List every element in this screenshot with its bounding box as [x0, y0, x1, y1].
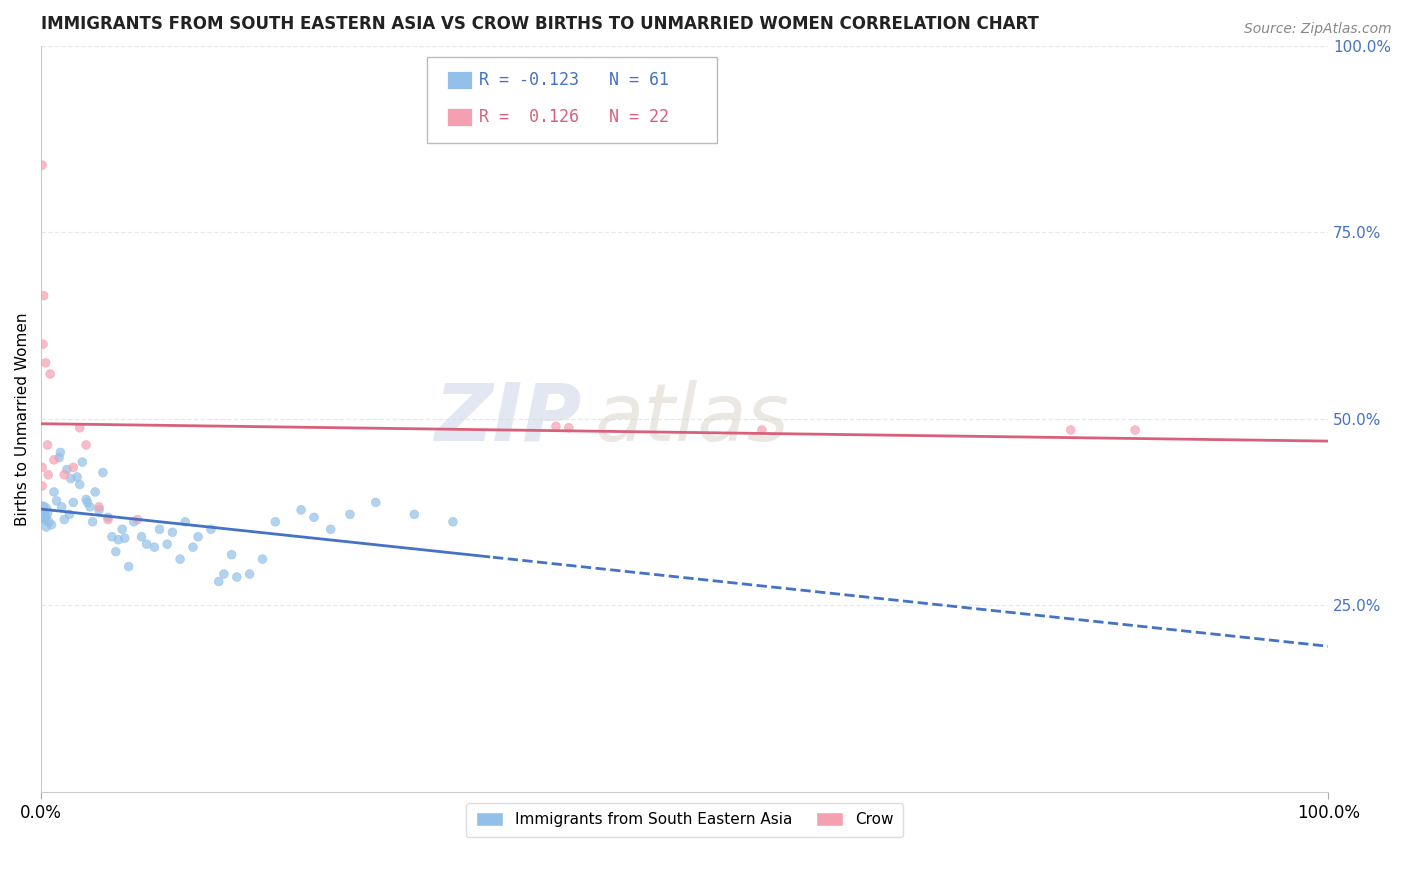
Point: [302, 510, 325, 524]
Point: [122, 515, 145, 529]
Point: [290, 503, 312, 517]
Point: [39, 367, 62, 381]
Point: [53, 467, 76, 482]
Point: [87, 500, 110, 514]
Point: [558, 421, 581, 435]
Point: [212, 567, 235, 582]
Point: [32, 500, 55, 514]
Point: [62, 495, 84, 509]
Text: atlas: atlas: [595, 380, 789, 458]
Point: [107, 533, 129, 547]
Point: [37, 467, 59, 482]
Text: R = -0.123   N = 61: R = -0.123 N = 61: [478, 71, 669, 89]
Point: [48, 450, 70, 465]
Point: [101, 530, 124, 544]
Point: [38, 515, 60, 529]
Point: [75, 438, 97, 452]
Point: [148, 522, 170, 536]
Point: [66, 470, 89, 484]
Point: [208, 574, 231, 589]
Point: [1123, 423, 1146, 437]
Point: [239, 567, 262, 582]
Point: [127, 512, 149, 526]
Point: [51, 500, 73, 514]
Point: [404, 508, 426, 522]
Legend: Immigrants from South Eastern Asia, Crow: Immigrants from South Eastern Asia, Crow: [467, 803, 903, 837]
Bar: [447, 71, 472, 89]
Point: [69, 477, 91, 491]
Point: [31, 479, 53, 493]
Point: [225, 570, 247, 584]
Point: [31, 508, 53, 523]
Text: ZIP: ZIP: [434, 380, 582, 458]
Point: [76, 495, 98, 509]
Point: [143, 540, 166, 554]
Point: [131, 530, 153, 544]
Point: [59, 471, 82, 485]
Point: [187, 530, 209, 544]
Point: [339, 508, 361, 522]
Point: [31, 158, 53, 172]
Point: [181, 540, 204, 554]
Point: [162, 525, 184, 540]
Point: [97, 510, 120, 524]
Point: [32, 288, 55, 302]
Point: [62, 460, 84, 475]
Point: [34, 356, 56, 370]
Text: IMMIGRANTS FROM SOUTH EASTERN ASIA VS CROW BIRTHS TO UNMARRIED WOMEN CORRELATION: IMMIGRANTS FROM SOUTH EASTERN ASIA VS CR…: [41, 15, 1039, 33]
Point: [41, 517, 63, 532]
Point: [42, 453, 65, 467]
Point: [97, 512, 120, 526]
Point: [34, 512, 56, 526]
Point: [37, 438, 59, 452]
Point: [117, 559, 139, 574]
Point: [49, 445, 72, 459]
Point: [169, 552, 191, 566]
Point: [319, 522, 342, 536]
Point: [135, 537, 157, 551]
Point: [82, 515, 104, 529]
Point: [1060, 423, 1083, 437]
Point: [53, 512, 76, 526]
Point: [544, 419, 567, 434]
Text: R =  0.126   N = 22: R = 0.126 N = 22: [478, 108, 669, 126]
Point: [31, 505, 53, 519]
Point: [75, 492, 97, 507]
Point: [58, 508, 80, 522]
Point: [56, 462, 79, 476]
Point: [31, 460, 53, 475]
Point: [221, 548, 243, 562]
Point: [34, 508, 56, 523]
Point: [91, 466, 114, 480]
Point: [114, 531, 136, 545]
Bar: [447, 108, 472, 126]
Point: [264, 515, 287, 529]
Point: [45, 494, 67, 508]
Point: [84, 485, 107, 500]
Point: [42, 485, 65, 500]
Point: [79, 500, 101, 514]
Point: [200, 522, 222, 536]
Point: [111, 522, 134, 536]
FancyBboxPatch shape: [427, 57, 717, 143]
Point: [364, 495, 387, 509]
Point: [32, 337, 55, 351]
Point: [35, 520, 58, 534]
Point: [69, 421, 91, 435]
Point: [441, 515, 464, 529]
Text: Source: ZipAtlas.com: Source: ZipAtlas.com: [1244, 22, 1392, 37]
Point: [156, 537, 179, 551]
Point: [174, 515, 197, 529]
Point: [87, 503, 110, 517]
Y-axis label: Births to Unmarried Women: Births to Unmarried Women: [15, 312, 30, 525]
Point: [751, 423, 773, 437]
Point: [104, 544, 127, 558]
Point: [252, 552, 274, 566]
Point: [72, 455, 94, 469]
